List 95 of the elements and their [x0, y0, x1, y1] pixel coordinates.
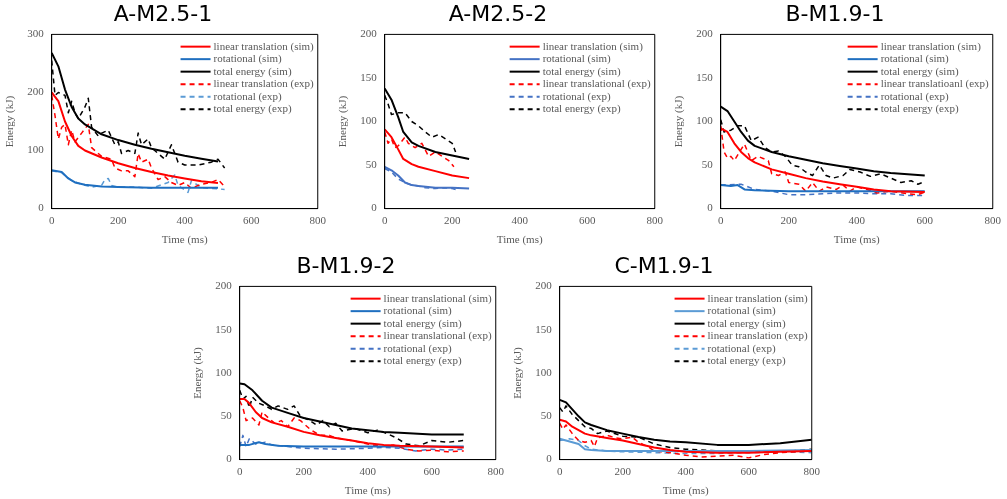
x-tick-label: 200 [443, 214, 461, 227]
x-tick-label: 400 [677, 465, 695, 478]
legend-label: total energy (exp) [707, 354, 786, 368]
legend-label: linear translatioanl (exp) [880, 77, 990, 91]
legend-label: rotational (exp) [880, 89, 950, 103]
y-tick-label: 50 [220, 409, 233, 422]
legend-label: rotational (exp) [383, 341, 453, 355]
x-tick-label: 800 [487, 465, 505, 478]
x-tick-label: 600 [740, 465, 758, 478]
y-tick-label: 0 [226, 452, 233, 465]
x-tick-label: 400 [176, 214, 194, 227]
y-tick-label: 200 [215, 279, 233, 292]
x-tick-label: 800 [646, 214, 664, 227]
legend-label: linear translation (sim) [213, 39, 315, 53]
y-tick-label: 150 [215, 322, 233, 335]
legend-label: rotational (sim) [880, 52, 950, 66]
y-tick-label: 200 [27, 85, 45, 98]
x-tick-label: 800 [309, 214, 327, 227]
x-axis-title: Time (ms) [833, 233, 880, 247]
x-tick-label: 200 [780, 214, 798, 227]
legend-label: total energy (sim) [213, 64, 292, 78]
legend-label: linear translation (exp) [213, 77, 315, 91]
x-axis-title: Time (ms) [344, 484, 391, 498]
x-tick-label: 600 [242, 214, 260, 227]
chart-title: A-M2.5-2 [448, 0, 548, 26]
y-tick-label: 200 [360, 27, 378, 40]
legend-label: total energy (exp) [880, 102, 959, 116]
legend-label: total energy (exp) [542, 102, 621, 116]
legend-label: linear translation (sim) [707, 291, 809, 305]
y-tick-label: 100 [535, 365, 553, 378]
x-tick-label: 0 [556, 465, 563, 478]
x-tick-label: 0 [48, 214, 55, 227]
y-tick-label: 50 [540, 409, 553, 422]
legend-label: linear translational (exp) [542, 77, 652, 91]
x-tick-label: 0 [236, 465, 243, 478]
y-axis-title: Energy (kJ) [3, 95, 17, 148]
legend-label: linear translation (sim) [542, 39, 644, 53]
x-tick-label: 0 [717, 214, 724, 227]
y-tick-label: 150 [696, 70, 714, 83]
y-tick-label: 100 [27, 143, 45, 156]
x-axis-title: Time (ms) [496, 233, 543, 247]
x-tick-label: 400 [511, 214, 529, 227]
chart-title: A-M2.5-1 [113, 0, 213, 26]
x-tick-label: 0 [381, 214, 388, 227]
legend-label: total energy (sim) [542, 64, 621, 78]
y-tick-label: 300 [27, 27, 45, 40]
legend-label: rotational (exp) [542, 89, 612, 103]
legend-label: rotational (sim) [542, 52, 612, 66]
legend-label: linear translation (sim) [880, 39, 982, 53]
chart-title: C-M1.9-1 [614, 252, 714, 278]
x-axis-title: Time (ms) [161, 233, 208, 247]
legend-label: total energy (exp) [383, 354, 462, 368]
x-tick-label: 200 [295, 465, 313, 478]
line-series [239, 434, 465, 452]
legend-label: rotational (exp) [707, 341, 777, 355]
legend-label: linear translational (exp) [383, 329, 493, 343]
legend-label: linear translation (exp) [707, 329, 809, 343]
y-tick-label: 50 [365, 157, 378, 170]
legend-label: linear translational (sim) [383, 291, 493, 305]
x-tick-label: 800 [803, 465, 821, 478]
x-tick-label: 600 [423, 465, 441, 478]
y-axis-title: Energy (kJ) [336, 95, 350, 148]
legend-label: total energy (sim) [880, 64, 959, 78]
y-tick-label: 50 [701, 157, 714, 170]
y-tick-label: 0 [546, 452, 553, 465]
y-tick-label: 100 [696, 114, 714, 127]
chart-title: B-M1.9-1 [785, 0, 885, 26]
y-axis-title: Energy (kJ) [672, 95, 686, 148]
x-tick-label: 400 [848, 214, 866, 227]
legend-label: total energy (sim) [383, 316, 462, 330]
x-tick-label: 600 [916, 214, 934, 227]
x-axis-title: Time (ms) [662, 484, 709, 498]
y-tick-label: 150 [535, 322, 553, 335]
y-tick-label: 0 [371, 201, 378, 214]
y-tick-label: 150 [360, 70, 378, 83]
y-axis-title: Energy (kJ) [511, 346, 525, 399]
y-tick-label: 200 [535, 279, 553, 292]
x-tick-label: 200 [109, 214, 127, 227]
x-tick-label: 400 [359, 465, 377, 478]
chart-title: B-M1.9-2 [296, 252, 396, 278]
x-tick-label: 600 [578, 214, 596, 227]
legend-label: rotational (sim) [213, 52, 283, 66]
legend-label: total energy (sim) [707, 316, 786, 330]
y-tick-label: 0 [38, 201, 45, 214]
legend-label: rotational (exp) [213, 89, 283, 103]
x-tick-label: 800 [984, 214, 1002, 227]
legend-label: rotational (sim) [707, 304, 777, 318]
y-tick-label: 0 [707, 201, 714, 214]
legend-label: total energy (exp) [213, 102, 292, 116]
legend-label: rotational (sim) [383, 304, 453, 318]
y-axis-title: Energy (kJ) [191, 346, 205, 399]
y-tick-label: 100 [215, 365, 233, 378]
x-tick-label: 200 [614, 465, 632, 478]
y-tick-label: 100 [360, 114, 378, 127]
y-tick-label: 200 [696, 27, 714, 40]
